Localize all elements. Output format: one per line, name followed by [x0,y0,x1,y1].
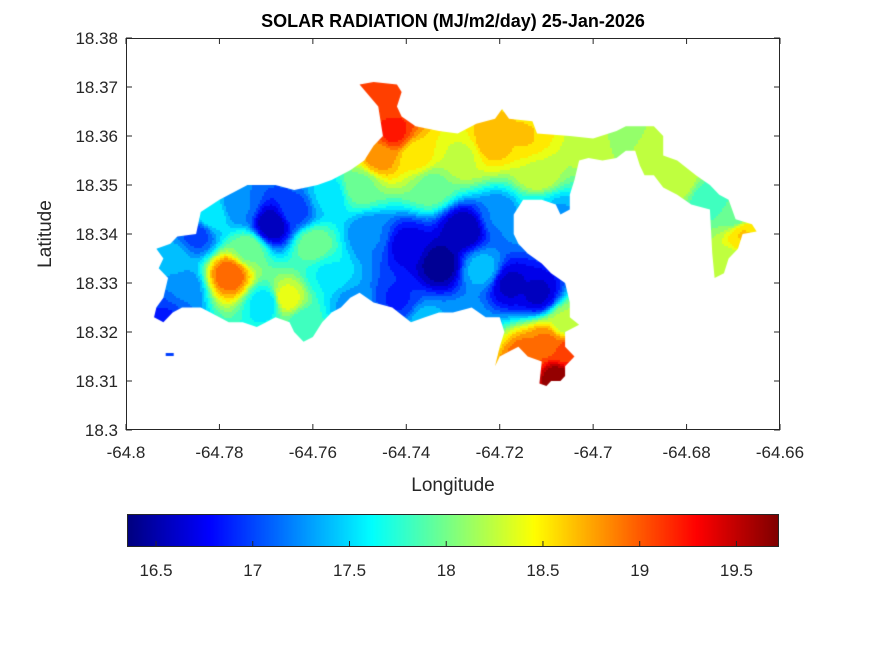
x-tick-label: -64.8 [107,443,146,462]
y-tick-label: 18.31 [75,372,118,391]
x-tick-label: -64.66 [756,443,804,462]
colorbar-area [127,514,779,547]
x-tick-label: -64.7 [574,443,613,462]
colorbar-tick-label: 19.5 [720,561,753,580]
x-tick-label: -64.78 [195,443,243,462]
x-tick-label: -64.68 [662,443,710,462]
y-tick-label: 18.33 [75,274,118,293]
y-axis-label: Latitude [35,200,56,268]
y-tick-label: 18.32 [75,323,118,342]
colorbar-ticks: 16.5 17 17.5 18 18.5 19 19.5 [139,541,753,580]
x-tick-label: -64.72 [476,443,524,462]
y-tick-label: 18.35 [75,176,118,195]
y-tick-label: 18.34 [75,225,118,244]
colorbar-tick-label: 18 [437,561,456,580]
y-tick-label: 18.3 [85,421,118,440]
colorbar-gradient [127,514,779,547]
colorbar-tick-label: 18.5 [526,561,559,580]
contour-map [126,38,780,430]
x-tick-label: -64.76 [289,443,337,462]
colorbar-tick-label: 17 [243,561,262,580]
x-axis-label: Longitude [411,475,494,496]
chart-title: SOLAR RADIATION (MJ/m2/day) 25-Jan-2026 [261,11,645,31]
colorbar-tick-label: 17.5 [333,561,366,580]
map-plot-area [126,38,780,430]
colorbar-tick-label: 19 [630,561,649,580]
x-axis: -64.8 -64.78 -64.76 -64.74 -64.72 -64.7 -64.68… [107,38,804,462]
colorbar-tick-label: 16.5 [139,561,172,580]
x-tick-label: -64.74 [382,443,430,462]
y-tick-label: 18.37 [75,78,118,97]
y-axis: 18.3 18.31 18.32 18.33 18.34 18.35 18.36 18.37 1… [75,29,780,440]
y-tick-label: 18.38 [75,29,118,48]
y-tick-label: 18.36 [75,127,118,146]
colorbar-box [127,514,779,547]
